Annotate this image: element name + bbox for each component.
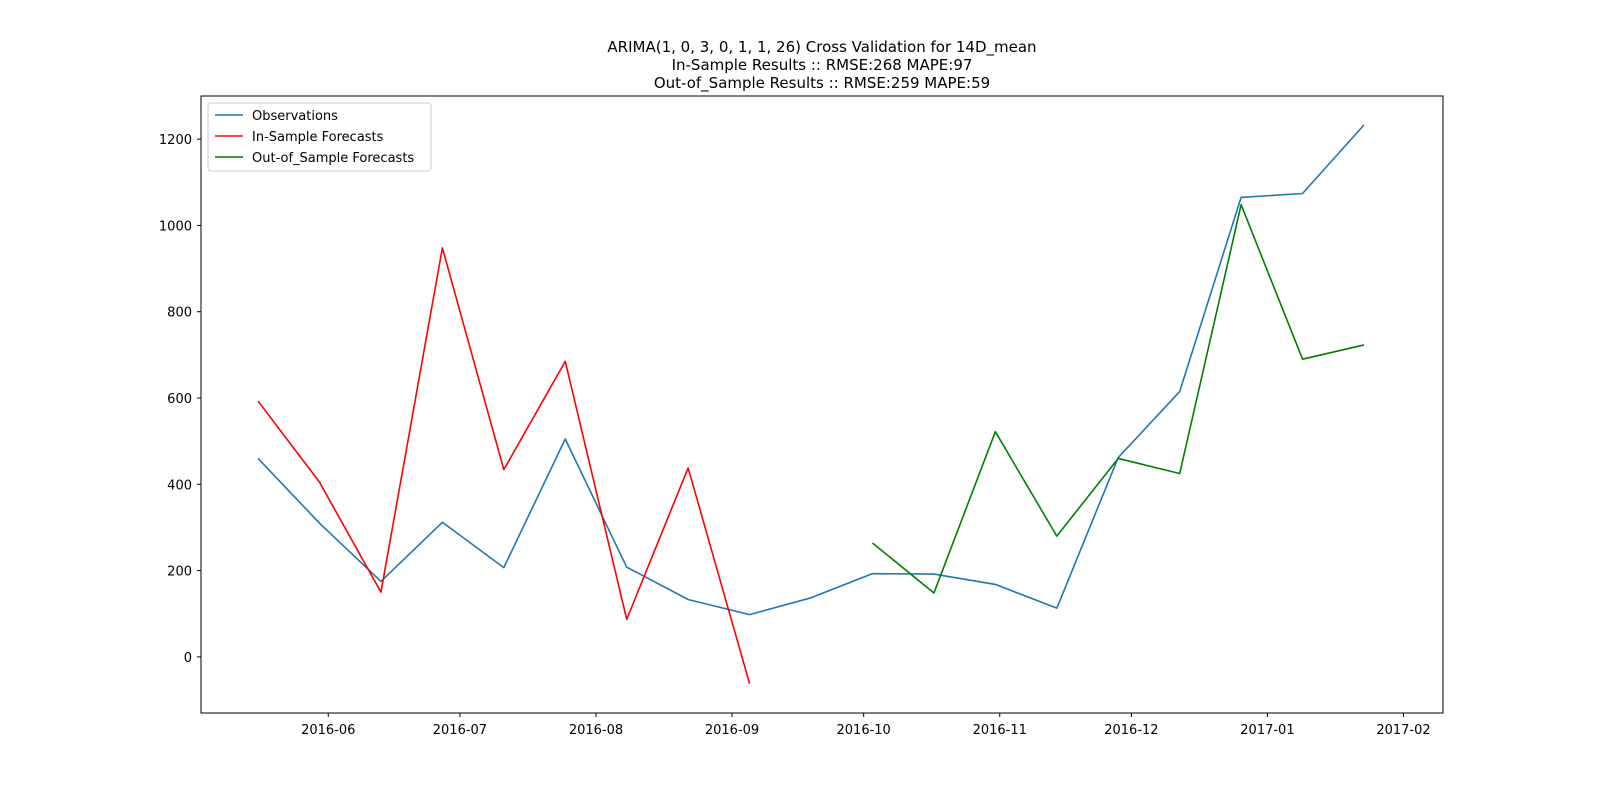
- y-tick-label: 200: [167, 565, 192, 580]
- x-axis: 2016-06 2016-07 2016-08 2016-09 2016-10 2016-…: [301, 713, 1431, 738]
- legend-label-1: Observations: [252, 109, 338, 124]
- x-tick-label: 2016-12: [1104, 723, 1158, 738]
- series-line-2: [257, 247, 751, 684]
- x-tick-label: 2016-11: [973, 723, 1027, 738]
- plot-area: [200, 95, 1444, 714]
- chart-title: ARIMA(1, 0, 3, 0, 1, 1, 26) Cross Valida…: [607, 38, 1036, 93]
- legend-label-2: In-Sample Forecasts: [252, 130, 384, 145]
- title-line-2: In-Sample Results :: RMSE:268 MAPE:97: [672, 56, 973, 74]
- y-tick-label: 1000: [159, 219, 192, 234]
- series-lines: [257, 124, 1365, 684]
- y-tick-label: 600: [167, 392, 192, 407]
- y-tick-label: 400: [167, 478, 192, 493]
- x-tick-label: 2016-09: [705, 723, 759, 738]
- x-tick-label: 2016-08: [569, 723, 623, 738]
- y-tick-label: 800: [167, 306, 192, 321]
- series-line-1: [257, 124, 1365, 616]
- x-tick-label: 2016-06: [301, 723, 355, 738]
- y-axis: 0 200 400 600 800 1000 1200: [159, 133, 201, 666]
- y-tick-label: 0: [184, 651, 192, 666]
- title-line-1: ARIMA(1, 0, 3, 0, 1, 1, 26) Cross Valida…: [607, 38, 1036, 57]
- x-tick-label: 2017-02: [1376, 723, 1430, 738]
- legend-label-3: Out-of_Sample Forecasts: [252, 151, 414, 166]
- x-tick-label: 2016-07: [433, 723, 487, 738]
- x-tick-label: 2017-01: [1240, 723, 1294, 738]
- legend-box: [207, 102, 432, 172]
- x-tick-label: 2016-10: [837, 723, 891, 738]
- series-line-3: [871, 203, 1365, 594]
- legend: Observations In-Sample Forecasts Out-of_Sa…: [207, 102, 432, 172]
- title-line-3: Out-of_Sample Results :: RMSE:259 MAPE:5…: [654, 74, 990, 93]
- y-tick-label: 1200: [159, 133, 192, 148]
